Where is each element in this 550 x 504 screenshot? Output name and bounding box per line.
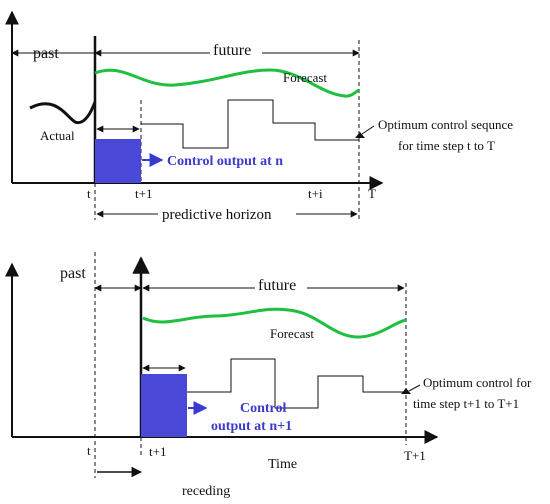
bottom-optimum-line2: time step t+1 to T+1 [413, 396, 519, 411]
top-forecast-label: Forecast [283, 70, 327, 85]
bottom-control-block [141, 374, 187, 437]
bottom-tick-t: t [87, 443, 91, 458]
top-optimum-line2: for time step t to T [398, 138, 495, 153]
bottom-forecast-label: Forecast [270, 326, 314, 341]
top-optimum-pointer [361, 125, 375, 135]
bottom-diagram: past future Forecast Control output at n… [4, 252, 532, 499]
bottom-forecast-curve [142, 307, 407, 339]
top-optimum-marker [355, 132, 365, 138]
bottom-control-output-line1: Control [240, 401, 287, 416]
top-tick-ti: t+i [308, 186, 323, 201]
bottom-control-output-line2: output at n+1 [211, 419, 292, 434]
top-diagram: past future Forecast Actual Control outp… [4, 10, 513, 224]
bottom-optimum-line1: Optimum control for [423, 375, 532, 390]
top-actual-curve [29, 101, 97, 125]
top-control-block [95, 139, 141, 183]
bottom-optimum-marker [401, 388, 411, 394]
bottom-optimum-pointer [408, 384, 421, 392]
top-actual-label: Actual [40, 128, 75, 143]
bottom-tick-T1: T+1 [404, 448, 426, 463]
bottom-control-steps [187, 358, 406, 409]
top-horizon-label: predictive horizon [162, 207, 272, 223]
bottom-xlabel: Time [268, 457, 297, 472]
top-tick-t: t [87, 186, 91, 201]
bottom-past-label: past [60, 265, 86, 282]
top-past-label: past [33, 45, 59, 62]
bottom-receding-label: receding [182, 484, 230, 499]
top-control-output-label: Control output at n [167, 154, 283, 169]
top-optimum-line1: Optimum control sequnce [378, 117, 513, 132]
top-tick-t1: t+1 [135, 186, 152, 201]
top-forecast-curve [94, 68, 360, 98]
bottom-tick-t1: t+1 [149, 444, 166, 459]
top-future-label: future [213, 42, 251, 59]
bottom-future-label: future [258, 277, 296, 294]
top-tick-T: T [368, 186, 376, 201]
top-control-steps [141, 99, 359, 149]
